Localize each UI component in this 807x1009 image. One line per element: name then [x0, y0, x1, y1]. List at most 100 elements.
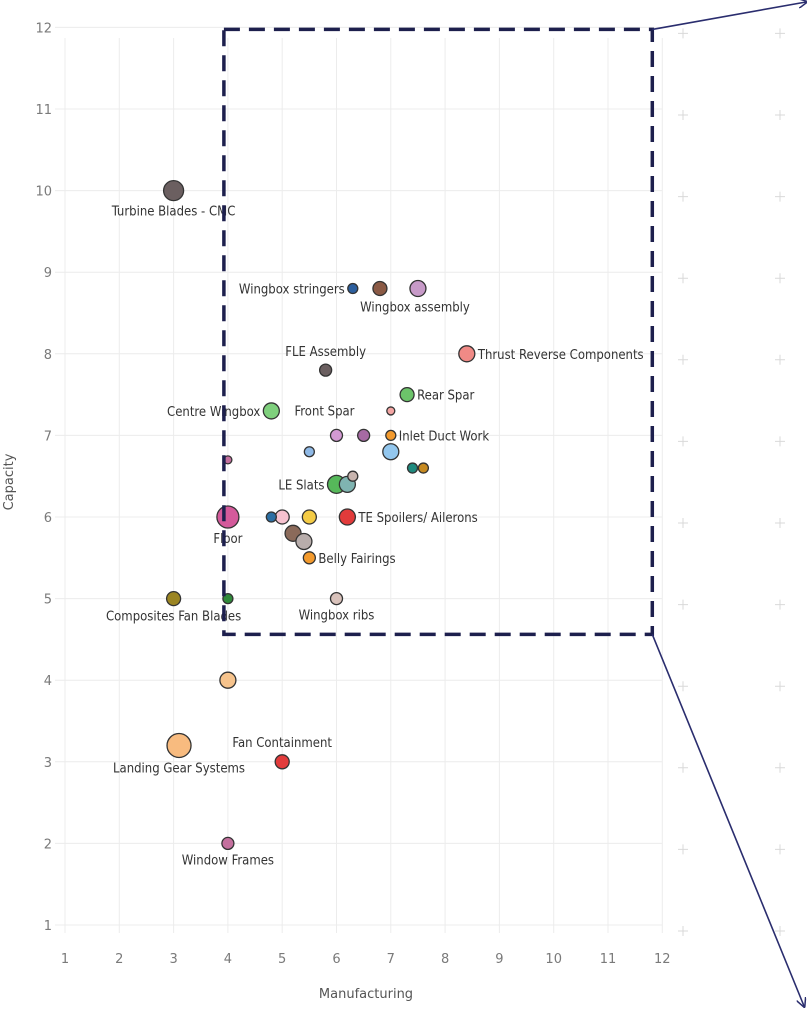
- data-point: [162, 179, 185, 202]
- grid-plus-marker: [678, 844, 688, 855]
- y-tick-label: 9: [44, 266, 52, 281]
- x-tick-label: 12: [654, 952, 671, 967]
- grid-plus-marker: [775, 599, 785, 610]
- grid-plus-marker: [775, 844, 785, 855]
- data-point: [301, 509, 318, 525]
- data-point: [302, 551, 317, 565]
- grid-plus-marker: [678, 191, 688, 202]
- point-label: Belly Fairings: [318, 552, 395, 567]
- point-label: Wingbox ribs: [299, 609, 375, 624]
- grid-plus-marker: [775, 762, 785, 773]
- data-point: [329, 428, 344, 443]
- grid-plus-markers: [678, 28, 785, 936]
- point-label: Wingbox assembly: [360, 301, 470, 316]
- data-point: [329, 591, 344, 606]
- point-label: Window Frames: [182, 853, 274, 868]
- grid-plus-marker: [678, 354, 688, 365]
- data-point: [303, 446, 316, 458]
- x-tick-labels: 1 2 3 4 5 6 7 8 9 10 11 12: [61, 952, 671, 967]
- point-label: Turbine Blades - CMC: [111, 205, 236, 220]
- point-label: Fan Containment: [232, 736, 332, 751]
- grid-plus-marker: [678, 926, 688, 936]
- data-point: [262, 402, 280, 420]
- grid-plus-marker: [678, 599, 688, 610]
- data-point: [318, 363, 333, 377]
- data-point: [347, 470, 359, 482]
- data-point: [356, 428, 371, 443]
- x-tick-label: 1: [61, 952, 69, 967]
- point-label: TE Spoilers/ Ailerons: [357, 511, 477, 526]
- grid-lines: [55, 26, 663, 933]
- data-point: [372, 280, 388, 297]
- point-label: Thrust Reverse Components: [477, 348, 644, 363]
- x-tick-label: 9: [495, 952, 503, 967]
- x-tick-label: 3: [169, 952, 177, 967]
- data-point: [265, 511, 277, 523]
- data-point: [382, 443, 400, 461]
- grid-plus-marker: [678, 762, 688, 773]
- highlight-overlay: [222, 2, 806, 1006]
- x-tick-label: 5: [278, 952, 286, 967]
- point-label: Front Spar: [295, 404, 355, 419]
- point-label: Landing Gear Systems: [113, 761, 245, 776]
- data-point: [406, 462, 419, 474]
- y-axis-title: Capacity: [2, 453, 17, 510]
- x-tick-label: 10: [545, 952, 562, 967]
- grid-plus-marker: [678, 436, 688, 447]
- x-tick-label: 4: [224, 952, 232, 967]
- point-label: FLE Assembly: [285, 345, 366, 360]
- grid-plus-marker: [678, 518, 688, 528]
- grid-plus-marker: [775, 354, 785, 365]
- x-tick-label: 8: [441, 952, 449, 967]
- data-point: [386, 406, 396, 416]
- data-point: [417, 462, 430, 474]
- data-point: [385, 429, 397, 442]
- zoom-arrow-top: [652, 2, 806, 31]
- grid-plus-marker: [678, 273, 688, 284]
- y-tick-label: 2: [44, 837, 52, 852]
- highlight-box: [222, 27, 655, 637]
- point-label: LE Slats: [278, 478, 324, 493]
- data-point: [166, 732, 192, 759]
- data-point: [458, 345, 476, 363]
- grid-plus-marker: [775, 191, 785, 202]
- grid-plus-marker: [775, 926, 785, 936]
- y-tick-label: 3: [44, 756, 52, 771]
- y-tick-label: 6: [44, 511, 52, 526]
- point-label: Rear Spar: [417, 389, 474, 404]
- y-tick-label: 7: [44, 429, 52, 444]
- x-tick-label: 11: [600, 952, 617, 967]
- point-label: Floor: [213, 532, 242, 547]
- x-axis-title: Manufacturing: [319, 987, 413, 1002]
- data-point: [274, 754, 290, 770]
- x-tick-label: 2: [115, 952, 123, 967]
- point-label: Centre Wingbox: [167, 405, 260, 420]
- grid-plus-marker: [775, 436, 785, 447]
- y-tick-label: 10: [35, 185, 52, 200]
- grid-plus-marker: [775, 681, 785, 692]
- data-point: [409, 279, 427, 298]
- data-point: [295, 532, 313, 551]
- grid-plus-marker: [775, 273, 785, 284]
- data-point: [165, 590, 182, 607]
- y-tick-label: 8: [44, 348, 52, 363]
- grid-plus-marker: [775, 28, 785, 39]
- grid-plus-marker: [678, 681, 688, 692]
- grid-plus-marker: [678, 110, 688, 120]
- data-point: [216, 505, 240, 529]
- grid-plus-marker: [775, 110, 785, 120]
- data-points: [162, 179, 476, 851]
- y-tick-label: 5: [44, 593, 52, 608]
- y-tick-label: 12: [35, 21, 52, 36]
- data-point: [347, 282, 359, 295]
- point-label: Wingbox stringers: [239, 283, 345, 298]
- x-tick-label: 7: [387, 952, 395, 967]
- grid-plus-marker: [678, 28, 688, 39]
- point-labels: Turbine Blades - CMC Wingbox stringers Win…: [106, 205, 644, 869]
- point-label: Composites Fan Blades: [106, 610, 241, 625]
- y-tick-label: 11: [35, 103, 52, 118]
- grid-plus-marker: [775, 518, 785, 528]
- zoom-arrow-bottom: [651, 634, 804, 1006]
